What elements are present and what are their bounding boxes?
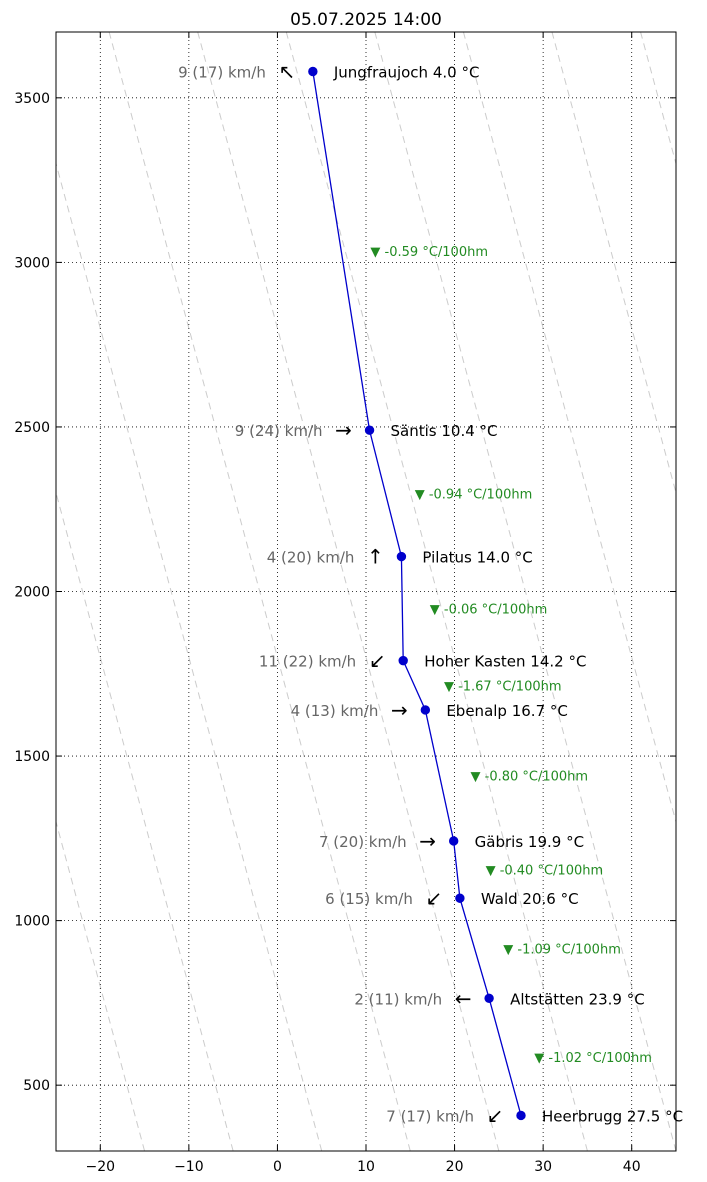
- lapse-rate-label: ▼ -0.94 °C/100hm: [415, 487, 533, 502]
- station-label: Altstätten 23.9 °C: [510, 990, 645, 1008]
- wind-speed-label: 9 (17) km/h: [178, 63, 266, 81]
- chart-title: 05.07.2025 14:00: [290, 10, 442, 30]
- station-point: [308, 66, 318, 77]
- wind-direction-icon: ↖: [278, 59, 295, 83]
- wind-speed-label: 4 (13) km/h: [291, 702, 379, 720]
- lapse-rate-label: ▼ -0.59 °C/100hm: [370, 245, 488, 260]
- station-point: [516, 1110, 526, 1121]
- lapse-rate-label: ▼ -1.02 °C/100hm: [534, 1051, 652, 1066]
- station-label: Ebenalp 16.7 °C: [446, 702, 568, 720]
- wind-speed-label: 9 (24) km/h: [235, 422, 323, 440]
- temperature-profile-series: [308, 66, 526, 1121]
- station-point: [420, 705, 431, 715]
- axis-ticks: −20 −10 0 10 20 30 40 500 1000 1500 2000 2500 3000 35…: [14, 32, 676, 1175]
- dry-adiabat-line: [551, 32, 676, 495]
- station-label: Pilatus 14.0 °C: [422, 549, 532, 567]
- station-label: Säntis 10.4 °C: [391, 422, 498, 440]
- lapse-rate-label: ▼ -1.67 °C/100hm: [444, 679, 562, 694]
- wind-direction-icon: →: [419, 829, 436, 853]
- x-tick-label: 10: [357, 1159, 375, 1175]
- dry-adiabat-line: [108, 32, 411, 1151]
- station-point: [455, 893, 465, 903]
- x-tick-label: 20: [446, 1159, 464, 1175]
- station-point: [396, 551, 407, 562]
- wind-speed-label: 4 (20) km/h: [267, 549, 355, 567]
- station-point: [448, 836, 459, 846]
- station-point: [364, 425, 375, 435]
- wind-direction-icon: ↙: [426, 886, 443, 910]
- wind-speed-label: 2 (11) km/h: [354, 990, 442, 1008]
- grid-lines: [56, 32, 676, 1151]
- wind-speed-label: 11 (22) km/h: [259, 653, 356, 671]
- wind-speed-label: 7 (17) km/h: [386, 1107, 474, 1125]
- dry-adiabat-line: [462, 32, 676, 824]
- wind-direction-icon: ↑: [367, 545, 384, 569]
- wind-direction-icon: →: [391, 698, 408, 722]
- wind-direction-icon: ↙: [487, 1103, 504, 1127]
- wind-speed-label: 6 (15) km/h: [325, 890, 413, 908]
- x-tick-label: 30: [534, 1159, 552, 1175]
- lapse-rate-label: ▼ -0.06 °C/100hm: [430, 603, 548, 618]
- y-tick-label: 2500: [14, 420, 50, 436]
- dry-adiabat-line: [374, 32, 676, 1151]
- y-tick-label: 500: [23, 1078, 50, 1094]
- lapse-rate-label: ▼ -0.80 °C/100hm: [471, 769, 589, 784]
- dry-adiabat-line: [56, 490, 234, 1151]
- y-tick-label: 1500: [14, 749, 50, 765]
- station-point: [398, 655, 408, 666]
- station-label: Gäbris 19.9 °C: [475, 833, 584, 851]
- station-label: Hoher Kasten 14.2 °C: [424, 653, 586, 671]
- wind-direction-icon: ↙: [369, 649, 386, 673]
- station-label: Heerbrugg 27.5 °C: [542, 1107, 683, 1125]
- wind-direction-icon: ←: [455, 986, 472, 1010]
- dry-adiabat-line: [56, 819, 146, 1151]
- station-labels: Jungfraujoch 4.0 °C ↖ 9 (17) km/h Säntis 10…: [178, 59, 683, 1127]
- y-tick-label: 2000: [14, 585, 50, 601]
- station-label: Jungfraujoch 4.0 °C: [333, 63, 480, 81]
- x-tick-label: 40: [623, 1159, 641, 1175]
- lapse-rate-labels: ▼ -0.59 °C/100hm ▼ -0.94 °C/100hm ▼ -0.06 …: [370, 245, 651, 1066]
- wind-speed-label: 7 (20) km/h: [319, 833, 407, 851]
- x-tick-label: 0: [273, 1159, 282, 1175]
- wind-direction-icon: →: [335, 418, 352, 442]
- y-tick-label: 3500: [14, 91, 50, 107]
- x-tick-label: −20: [86, 1159, 116, 1175]
- station-label: Wald 20.6 °C: [481, 890, 579, 908]
- dry-adiabat-line: [56, 161, 323, 1151]
- lapse-rate-label: ▼ -1.09 °C/100hm: [503, 942, 621, 957]
- station-point: [484, 993, 494, 1003]
- x-tick-label: −10: [174, 1159, 204, 1175]
- temperature-profile-line: [312, 71, 522, 1116]
- y-tick-label: 1000: [14, 914, 50, 930]
- lapse-rate-label: ▼ -0.40 °C/100hm: [486, 864, 604, 879]
- y-tick-label: 3000: [14, 255, 50, 271]
